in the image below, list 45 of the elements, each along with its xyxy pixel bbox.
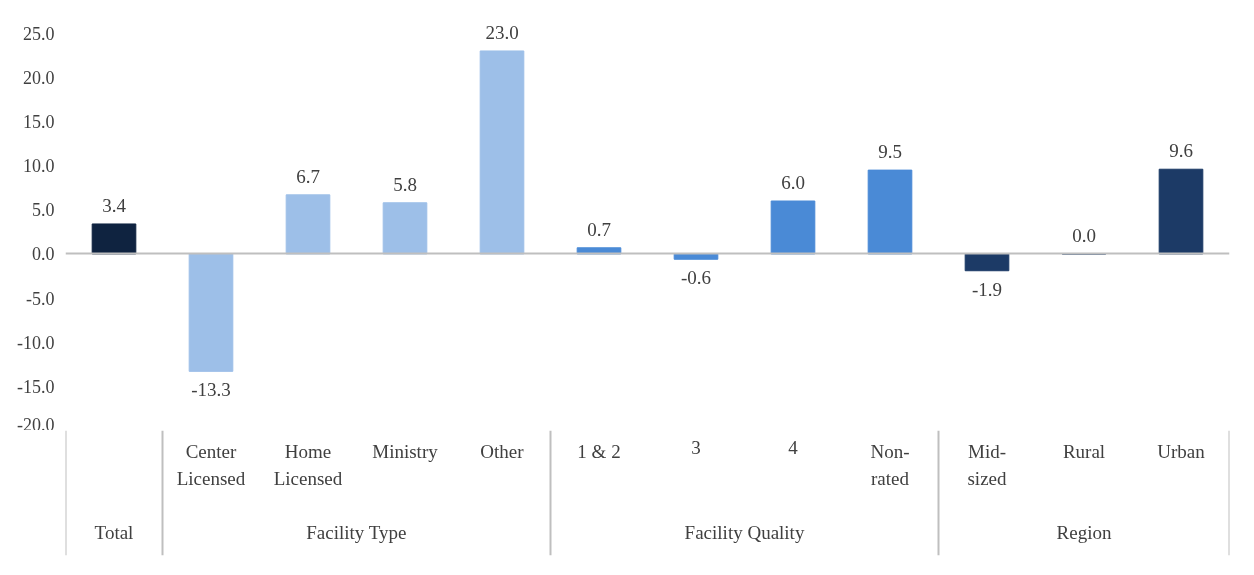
data-label: -1.9 (971, 278, 1003, 300)
data-label: 0.0 (1072, 225, 1096, 247)
data-label: -0.6 (680, 267, 712, 289)
x-tick-label: Other (480, 440, 525, 462)
data-label: 5.8 (393, 173, 417, 195)
x-tick-label: 3 (691, 436, 701, 458)
x-tick-label: 1 & 2 (577, 440, 621, 462)
data-label: 6.7 (296, 165, 320, 187)
y-tick-label: 0.0 (32, 244, 55, 265)
data-label: 23.0 (485, 22, 519, 44)
y-tick-label: 20.0 (23, 67, 55, 88)
data-label: 9.6 (1169, 140, 1193, 162)
data-label: -13.3 (191, 379, 231, 401)
text: Total (94, 522, 134, 544)
x-tick-label: Non-rated (870, 440, 910, 490)
data-label: 9.5 (878, 141, 902, 163)
bar (1158, 168, 1204, 255)
y-tick-label: 15.0 (23, 112, 55, 133)
bar (382, 202, 428, 255)
data-label: 6.0 (781, 172, 805, 194)
y-tick-label: -20.0 (17, 414, 55, 435)
text: Facility Type (306, 522, 407, 544)
y-tick-label: 25.0 (23, 23, 55, 44)
data-label: 3.4 (102, 195, 127, 217)
x-tick-label: Ministry (372, 440, 439, 462)
x-tick-label: Urban (1157, 440, 1206, 462)
bar (285, 194, 331, 255)
y-tick-label: -5.0 (26, 288, 55, 309)
data-label: 0.7 (587, 218, 611, 240)
y-tick-label: 5.0 (32, 200, 55, 221)
bar (188, 253, 234, 372)
x-tick-label: 4 (788, 436, 799, 458)
bar (91, 223, 137, 255)
x-tick-label: Rural (1062, 440, 1106, 462)
y-tick-label: -15.0 (17, 376, 55, 397)
x-tick-label: Home Licensed (273, 440, 343, 490)
x-tick-label: Mid-sized (967, 440, 1008, 490)
y-tick-label: 10.0 (23, 156, 55, 177)
text: Facility Quality (684, 522, 805, 544)
bar (867, 169, 913, 255)
bar (770, 200, 816, 255)
x-tick-label: Center Licensed (176, 440, 246, 490)
bar (479, 50, 525, 255)
text: Region (1056, 522, 1112, 544)
y-tick-label: -10.0 (17, 332, 55, 353)
